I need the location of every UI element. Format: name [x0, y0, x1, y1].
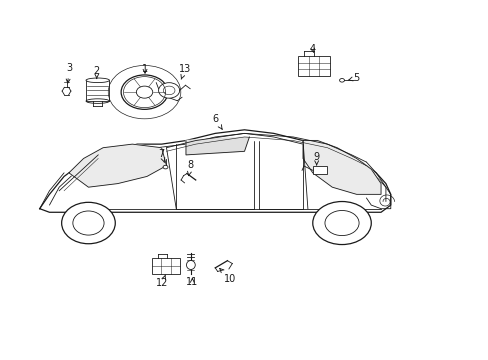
Text: 7: 7 — [158, 149, 164, 162]
Text: 2: 2 — [93, 66, 100, 78]
Text: 1: 1 — [142, 64, 148, 74]
Text: 5: 5 — [347, 73, 359, 83]
Text: 11: 11 — [186, 277, 198, 287]
Text: 12: 12 — [156, 275, 168, 288]
Bar — [86, 80, 109, 101]
Text: 6: 6 — [212, 114, 222, 129]
Text: 8: 8 — [187, 160, 194, 176]
Polygon shape — [69, 144, 166, 187]
Ellipse shape — [61, 202, 115, 244]
Polygon shape — [40, 130, 390, 212]
Bar — [312, 166, 327, 174]
Ellipse shape — [121, 75, 167, 109]
Ellipse shape — [86, 78, 109, 82]
Ellipse shape — [158, 83, 179, 98]
Ellipse shape — [163, 165, 167, 169]
Ellipse shape — [312, 202, 370, 244]
Bar — [298, 56, 329, 76]
Text: 3: 3 — [66, 63, 72, 83]
Text: 4: 4 — [309, 44, 315, 54]
Bar — [152, 258, 180, 274]
Ellipse shape — [186, 261, 195, 270]
Ellipse shape — [339, 78, 344, 82]
Text: 9: 9 — [313, 152, 319, 165]
Polygon shape — [303, 140, 380, 194]
Text: 10: 10 — [219, 269, 236, 284]
Polygon shape — [185, 137, 249, 155]
Text: 13: 13 — [179, 64, 191, 79]
